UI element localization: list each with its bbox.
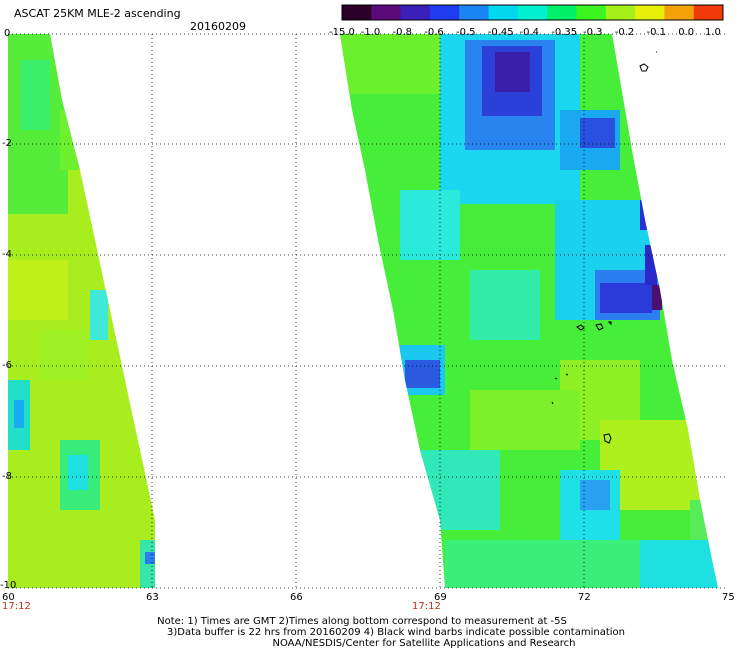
colorbar-swatch [459,5,490,20]
chart-title: ASCAT 25KM MLE-2 ascending [14,7,181,20]
colorbar-label: -0.2 [614,27,635,38]
y-tick-label: -6 [2,360,12,371]
x-tick-label: 72 [578,592,591,603]
colorbar [341,4,724,21]
colorbar-swatch [635,5,665,20]
note-line-1: Note: 1) Times are GMT 2)Times along bot… [157,616,567,627]
colorbar-swatch [517,5,548,20]
colorbar-swatch [342,5,372,20]
colorbar-swatch [429,5,460,20]
colorbar-label: -0.1 [646,27,667,38]
chart-date: 20160209 [190,20,246,33]
colorbar-swatch [488,5,519,20]
colorbar-label: -0.6 [424,27,444,38]
grid-lines [8,33,728,589]
colorbar-swatch [693,5,724,20]
colorbar-label: -0.3 [583,27,603,38]
colorbar-label: -0.8 [392,27,413,38]
y-tick-label: 0 [4,28,11,39]
note-line-3: NOAA/NESDIS/Center for Satellite Applica… [272,638,576,649]
colorbar-label: -0.45 [487,27,514,38]
colorbar-label: -1.0 [360,27,381,38]
colorbar-swatch [605,5,636,20]
colorbar-frame [341,4,724,21]
colorbar-swatch [400,5,431,20]
colorbar-label: 0.0 [678,27,695,38]
x-tick-label: 60 [2,592,15,603]
x-tick-label: 69 [434,592,447,603]
x-tick-label: 63 [146,592,159,603]
colorbar-label: -0.5 [456,27,476,38]
note-line-2: 3)Data buffer is 22 hrs from 20160209 4)… [167,627,625,638]
colorbar-swatch [664,5,695,20]
x-tick-label: 66 [290,592,303,603]
y-tick-label: -4 [2,249,12,260]
y-tick-label: -2 [2,138,12,149]
coastlines [551,51,657,444]
colorbar-label: -15.0 [329,27,355,38]
left-swath [8,34,155,588]
pass-time-right: 17:12 [412,601,441,612]
colorbar-label: 1.0 [705,27,721,38]
right-swath [340,34,718,588]
colorbar-label: -0.35 [551,27,578,38]
colorbar-swatch [547,5,577,20]
colorbar-label: -0.4 [519,27,540,38]
pass-time-left: 17:12 [2,601,31,612]
y-tick-label: -10 [0,580,17,591]
x-tick-label: 75 [722,592,735,603]
colorbar-swatch [371,5,402,20]
y-tick-label: -8 [2,471,12,482]
colorbar-swatch [576,5,607,20]
